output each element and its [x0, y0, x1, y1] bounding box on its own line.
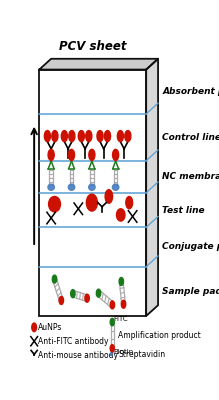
Circle shape [113, 149, 119, 160]
Text: Test line: Test line [162, 206, 205, 214]
Circle shape [121, 300, 126, 308]
Circle shape [105, 190, 113, 203]
Circle shape [97, 130, 103, 142]
Circle shape [89, 149, 95, 160]
Ellipse shape [89, 184, 95, 190]
Circle shape [44, 130, 50, 142]
Circle shape [110, 301, 115, 309]
Text: FITC: FITC [113, 316, 128, 322]
Circle shape [85, 294, 89, 302]
Text: Amplification product: Amplification product [118, 331, 201, 340]
Text: Anti-mouse antibody: Anti-mouse antibody [38, 350, 118, 360]
Circle shape [52, 130, 58, 142]
Text: Anti-FITC antibody: Anti-FITC antibody [38, 337, 109, 346]
Text: Absorbent pad: Absorbent pad [162, 87, 219, 96]
Circle shape [126, 196, 132, 209]
Circle shape [110, 345, 114, 352]
Text: Biotin: Biotin [113, 349, 133, 355]
Circle shape [61, 130, 67, 142]
Circle shape [96, 289, 101, 297]
Circle shape [48, 149, 54, 160]
Text: AuNPs: AuNPs [38, 323, 63, 332]
Ellipse shape [86, 194, 97, 211]
Circle shape [104, 130, 111, 142]
Text: NC membrane: NC membrane [162, 172, 219, 181]
Circle shape [69, 130, 75, 142]
Circle shape [119, 278, 124, 286]
Ellipse shape [48, 184, 54, 190]
Circle shape [110, 318, 114, 326]
Ellipse shape [68, 184, 75, 190]
Circle shape [117, 130, 124, 142]
Circle shape [59, 296, 64, 304]
Text: Sample pad: Sample pad [162, 287, 219, 296]
Circle shape [52, 275, 57, 283]
Circle shape [71, 290, 75, 298]
Circle shape [32, 323, 37, 332]
Text: Control line: Control line [162, 133, 219, 142]
Polygon shape [39, 59, 158, 70]
Circle shape [125, 130, 131, 142]
Circle shape [78, 130, 84, 142]
Bar [39, 70, 146, 316]
Ellipse shape [49, 196, 60, 212]
Text: Streptavidin: Streptavidin [118, 350, 165, 359]
Text: Conjugate pad: Conjugate pad [162, 242, 219, 252]
Ellipse shape [112, 184, 119, 190]
Polygon shape [146, 59, 158, 316]
Ellipse shape [117, 209, 125, 221]
Text: PCV sheet: PCV sheet [59, 40, 126, 53]
Circle shape [69, 149, 74, 160]
Circle shape [86, 130, 92, 142]
